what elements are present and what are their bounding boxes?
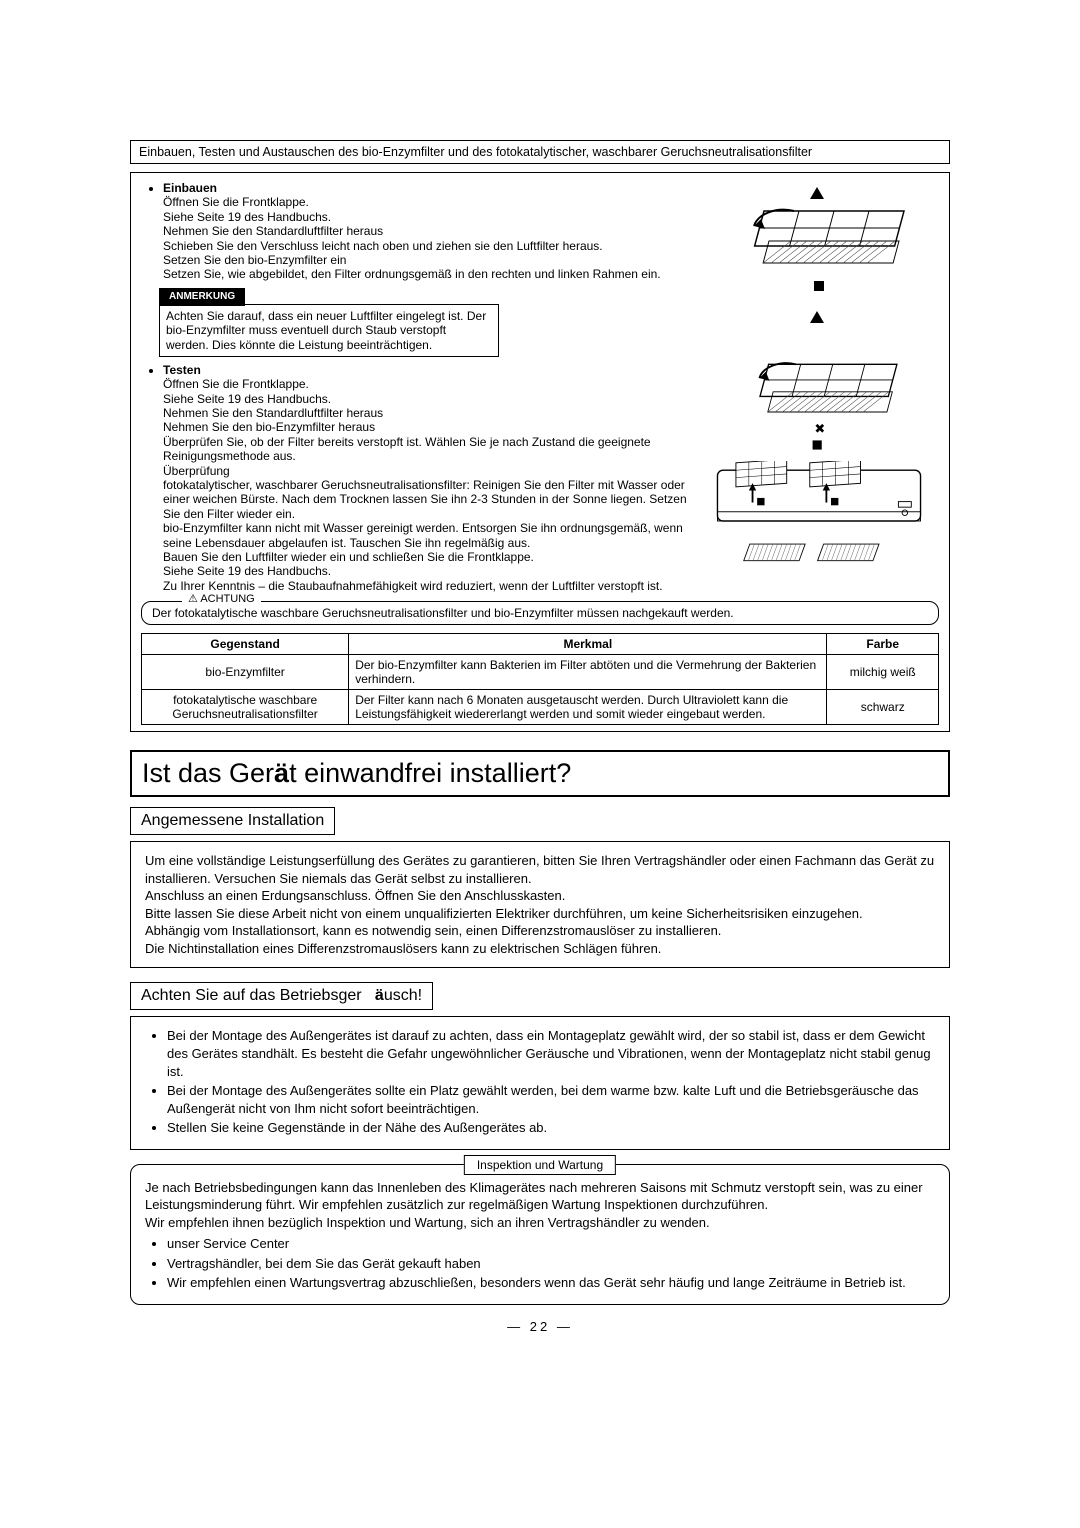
filter-diagram-1 — [699, 181, 939, 341]
note-text: Achten Sie darauf, dass ein neuer Luftfi… — [166, 309, 486, 352]
noise-heading-box: Achten Sie auf das Betriebsger äusch! — [130, 982, 433, 1010]
install-heading: Einbauen — [163, 181, 217, 195]
test-heading: Testen — [163, 363, 201, 377]
page-number: — 22 — — [130, 1319, 950, 1334]
inspection-text: Je nach Betriebsbedingungen kann das Inn… — [145, 1180, 923, 1230]
install-text: Um eine vollständige Leistungserfüllung … — [145, 853, 934, 956]
filter-diagram-2: ✖ — [699, 346, 939, 456]
inspection-item-2: Wir empfehlen einen Wartungsvertrag abzu… — [167, 1274, 935, 1292]
step-2: Schieben Sie den Verschluss leicht nach … — [163, 239, 603, 253]
table-header-row: Gegenstand Merkmal Farbe — [142, 634, 939, 655]
install-question-heading: Ist das Gerät einwandfrei installiert? — [130, 750, 950, 797]
cell-1-2: schwarz — [827, 690, 939, 725]
filter-instructions-left: Einbauen Öffnen Sie die Frontklappe. Sie… — [141, 181, 699, 595]
cell-1-0: fotokatalytische waschbare Geruchsneutra… — [142, 690, 349, 725]
see-page-1: Siehe Seite 19 des Handbuchs. — [163, 210, 331, 224]
install-info-box: Um eine vollständige Leistungserfüllung … — [130, 841, 950, 968]
test-step-7: Siehe Seite 19 des Handbuchs. — [163, 564, 331, 578]
th-gegenstand: Gegenstand — [142, 634, 349, 655]
test-step-1: Nehmen Sie den bio-Enzymfilter heraus — [163, 420, 375, 434]
filter-title-text: Einbauen, Testen und Austauschen des bio… — [139, 145, 812, 159]
table-row: fotokatalytische waschbare Geruchsneutra… — [142, 690, 939, 725]
cell-0-1: Der bio-Enzymfilter kann Bakterien im Fi… — [349, 655, 827, 690]
svg-text:✖: ✖ — [814, 421, 825, 436]
noise-info-box: Bei der Montage des Außengerätes ist dar… — [130, 1016, 950, 1149]
filter-title-box: Einbauen, Testen und Austauschen des bio… — [130, 140, 950, 164]
note-burst-label: ANMERKUNG — [159, 288, 245, 306]
test-step-3: Überprüfung — [163, 464, 230, 478]
inspection-box: Inspektion und Wartung Je nach Betriebsb… — [130, 1164, 950, 1305]
test-step-8: Zu Ihrer Kenntnis – die Staubaufnahmefäh… — [163, 579, 663, 593]
th-farbe: Farbe — [827, 634, 939, 655]
cell-1-1: Der Filter kann nach 6 Monaten ausgetaus… — [349, 690, 827, 725]
achtung-text: Der fotokatalytische waschbare Geruchsne… — [152, 606, 734, 620]
step-4: Setzen Sie, wie abgebildet, den Filter o… — [163, 267, 661, 281]
test-step-6: Bauen Sie den Luftfilter wieder ein und … — [163, 550, 534, 564]
inspection-item-1: Vertragshändler, bei dem Sie das Gerät g… — [167, 1255, 935, 1273]
appropriate-install-heading: Angemessene Installation — [130, 807, 335, 835]
noise-item-0: Bei der Montage des Außengerätes ist dar… — [167, 1027, 935, 1080]
cell-0-0: bio-Enzymfilter — [142, 655, 349, 690]
diagram-column: ✖ — [699, 181, 939, 595]
step-1: Nehmen Sie den Standardluftfilter heraus — [163, 224, 383, 238]
step-3: Setzen Sie den bio-Enzymfilter ein — [163, 253, 346, 267]
th-merkmal: Merkmal — [349, 634, 827, 655]
note-box: Achten Sie darauf, dass ein neuer Luftfi… — [159, 304, 499, 357]
noise-item-2: Stellen Sie keine Gegenstände in der Näh… — [167, 1119, 935, 1137]
see-page-2: Siehe Seite 19 des Handbuchs. — [163, 392, 331, 406]
test-step-5: bio-Enzymfilter kann nicht mit Wasser ge… — [163, 521, 683, 549]
table-row: bio-Enzymfilter Der bio-Enzymfilter kann… — [142, 655, 939, 690]
test-step-0: Nehmen Sie den Standardluftfilter heraus — [163, 406, 383, 420]
inspection-label: Inspektion und Wartung — [464, 1155, 616, 1175]
test-step-4: fotokatalytischer, waschbarer Geruchsneu… — [163, 478, 687, 521]
achtung-box: ⚠ ACHTUNG Der fotokatalytische waschbare… — [141, 601, 939, 625]
achtung-label: ⚠ ACHTUNG — [182, 592, 261, 605]
test-step-2: Überprüfen Sie, ob der Filter bereits ve… — [163, 435, 651, 463]
noise-item-1: Bei der Montage des Außengerätes sollte … — [167, 1082, 935, 1117]
open-panel: Öffnen Sie die Frontklappe. — [163, 195, 309, 209]
cell-0-2: milchig weiß — [827, 655, 939, 690]
filter-table: Gegenstand Merkmal Farbe bio-Enzymfilter… — [141, 633, 939, 725]
filter-main-section: Einbauen Öffnen Sie die Frontklappe. Sie… — [130, 172, 950, 732]
inspection-item-0: unser Service Center — [167, 1235, 935, 1253]
open-panel-2: Öffnen Sie die Frontklappe. — [163, 377, 309, 391]
achtung-label-text: ACHTUNG — [200, 593, 254, 605]
ac-unit-diagram — [699, 461, 939, 581]
